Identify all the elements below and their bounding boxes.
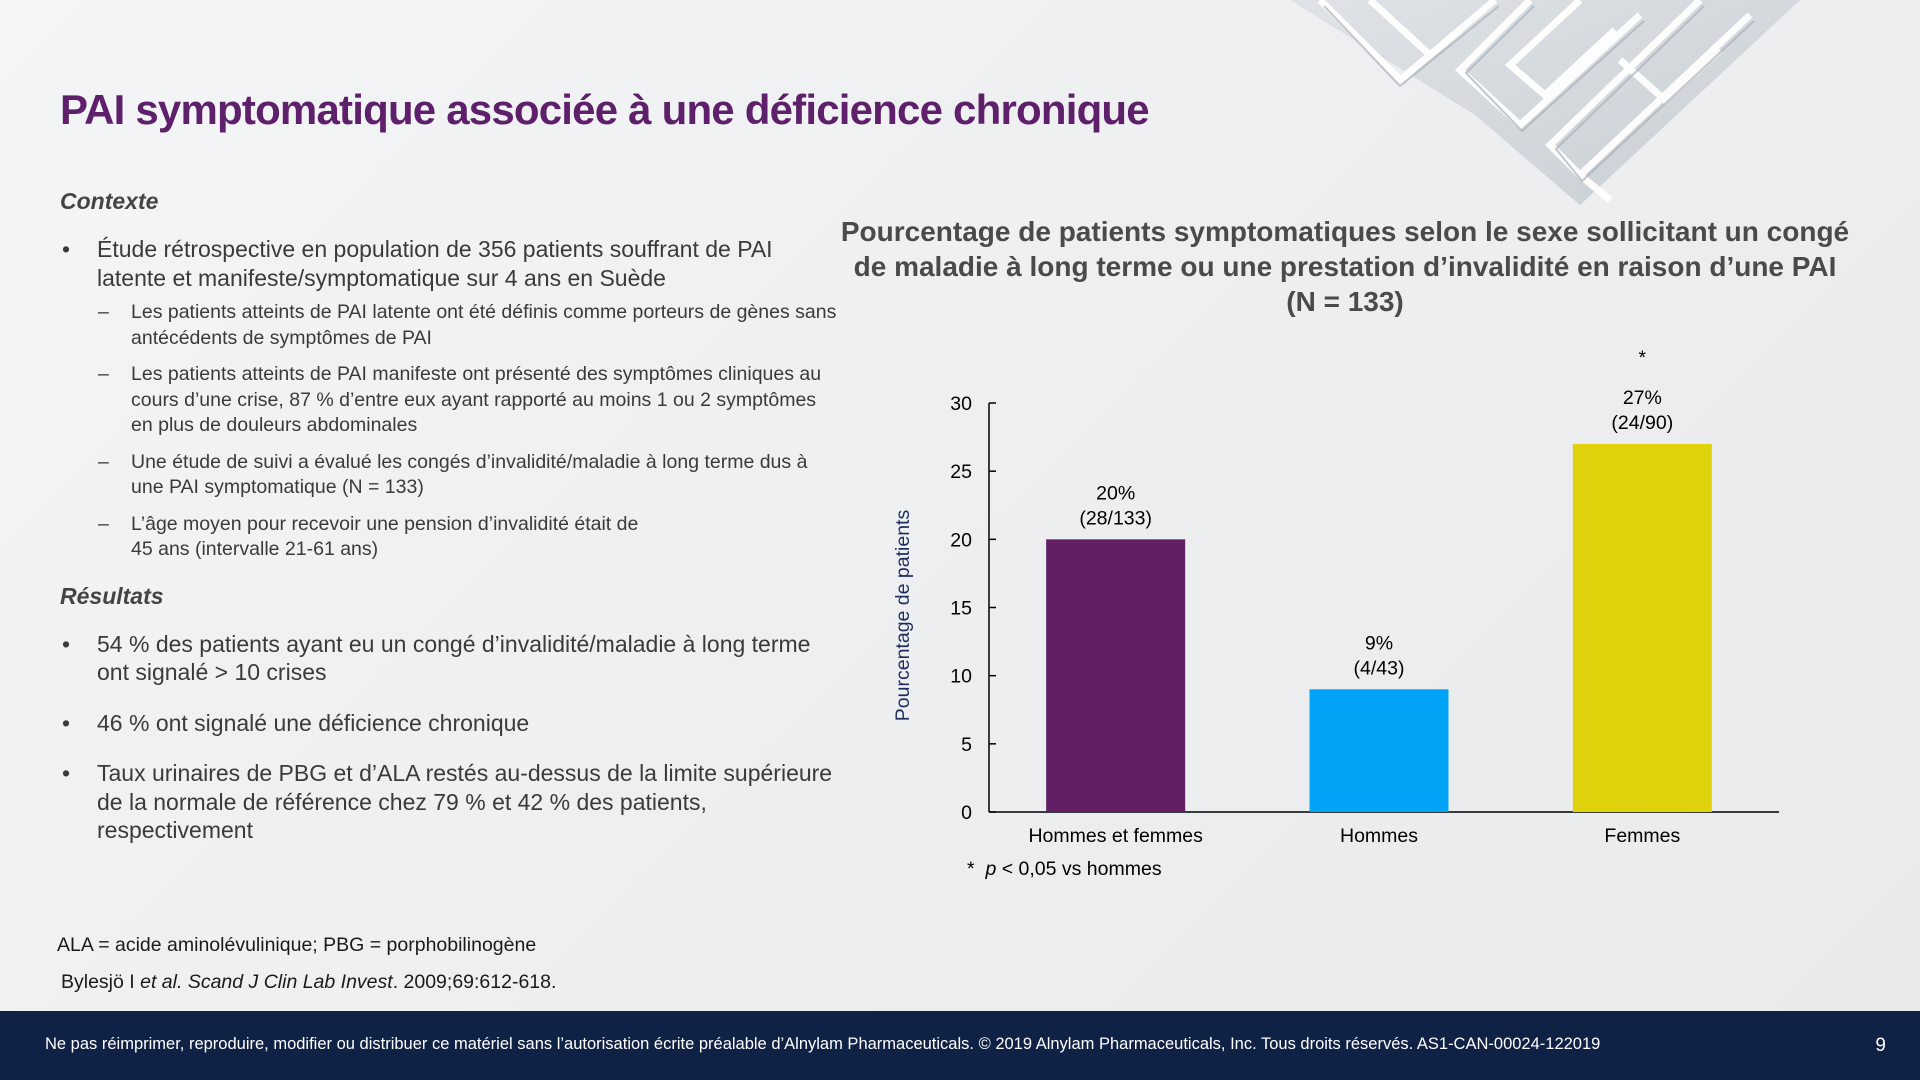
left-column: Contexte • Étude rétrospective en popula… (60, 188, 840, 845)
context-sub-bullet: – Une étude de suivi a évalué les congés… (60, 450, 840, 501)
copyright-notice: Ne pas réimprimer, reproduire, modifier … (45, 1035, 1601, 1053)
y-axis-label: Pourcentage de patients (892, 510, 914, 722)
context-bullet-text: Étude rétrospective en population de 356… (97, 236, 773, 291)
bar-value-label: 20% (1096, 482, 1135, 504)
dash-icon: – (98, 450, 109, 473)
page-number: 9 (1875, 1035, 1886, 1056)
bar-value-label: 9% (1365, 632, 1393, 654)
y-tick-label: 20 (950, 529, 972, 551)
y-tick-label: 5 (961, 734, 972, 756)
reference-journal: et al. Scand J Clin Lab Invest (140, 971, 393, 993)
results-bullet-text: Taux urinaires de PBG et d’ALA restés au… (97, 760, 833, 843)
context-sub-bullet-text: Les patients atteints de PAI latente ont… (131, 301, 837, 349)
bar-chart: 0 5 10 15 20 25 30 Pourcentage de patients 20% (2… (892, 347, 1779, 880)
results-bullet: • 54 % des patients ayant eu un congé d’… (60, 630, 840, 687)
context-sub-bullet-text: L’âge moyen pour recevoir une pension d’… (131, 512, 639, 561)
context-sub-bullet: – L’âge moyen pour recevoir une pension … (60, 512, 840, 563)
context-heading: Contexte (60, 188, 159, 214)
x-tick-label: Femmes (1604, 825, 1680, 847)
x-tick-label: Hommes et femmes (1028, 825, 1203, 847)
y-tick-label: 30 (950, 393, 972, 415)
reference-authors: Bylesjö I (61, 971, 141, 993)
bullet-dot-icon: • (62, 709, 71, 736)
x-tick-label: Hommes (1340, 825, 1418, 847)
bar-count-label: (28/133) (1079, 507, 1152, 529)
bar (1309, 689, 1449, 812)
bar (1046, 539, 1186, 812)
bar-value-label: 27% (1623, 387, 1662, 409)
reference-details: . 2009;69:612-618. (392, 971, 557, 993)
results-bullet: • Taux urinaires de PBG et d’ALA restés … (60, 759, 840, 845)
results-bullet: • 46 % ont signalé une déficience chroni… (60, 709, 840, 738)
dash-icon: – (98, 512, 109, 535)
y-tick-label: 25 (950, 461, 972, 483)
dash-icon: – (98, 301, 109, 323)
bar-count-label: (24/90) (1611, 412, 1673, 434)
bullet-dot-icon: • (62, 630, 71, 657)
abbreviations-note: ALA = acide aminolévulinique; PBG = porp… (57, 934, 537, 956)
bullet-dot-icon: • (62, 760, 71, 786)
reference: Bylesjö I et al. Scand J Clin Lab Invest… (61, 971, 556, 994)
results-heading: Résultats (60, 582, 164, 609)
context-bullet: • Étude rétrospective en population de 3… (60, 235, 840, 292)
significance-marker: * (1639, 347, 1647, 369)
bullet-dot-icon: • (62, 236, 71, 262)
bar-count-label: (4/43) (1354, 657, 1405, 679)
bar (1572, 443, 1712, 812)
results-bullet-text: 46 % ont signalé une déficience chroniqu… (97, 709, 530, 736)
dash-icon: – (98, 363, 109, 385)
chart-title: Pourcentage de patients symptomatiques s… (840, 216, 1850, 317)
context-sub-bullet: – Les patients atteints de PAI latente o… (60, 300, 840, 351)
slide-title: PAI symptomatique associée à une déficie… (60, 86, 1150, 133)
context-sub-bullet-text: Une étude de suivi a évalué les congés d… (131, 450, 808, 499)
y-tick-label: 10 (950, 666, 972, 688)
context-sub-bullet-text: Les patients atteints de PAI manifeste o… (131, 363, 822, 436)
y-tick-label: 15 (950, 598, 972, 620)
maze-image (1290, 0, 1800, 205)
significance-note: * p < 0,05 vs hommes (967, 858, 1162, 880)
context-sub-bullet: – Les patients atteints de PAI manifeste… (60, 362, 840, 439)
results-bullet-text: 54 % des patients ayant eu un congé d’in… (97, 630, 811, 686)
footer-bar: Ne pas réimprimer, reproduire, modifier … (0, 1011, 1920, 1080)
y-tick-label: 0 (961, 802, 972, 824)
